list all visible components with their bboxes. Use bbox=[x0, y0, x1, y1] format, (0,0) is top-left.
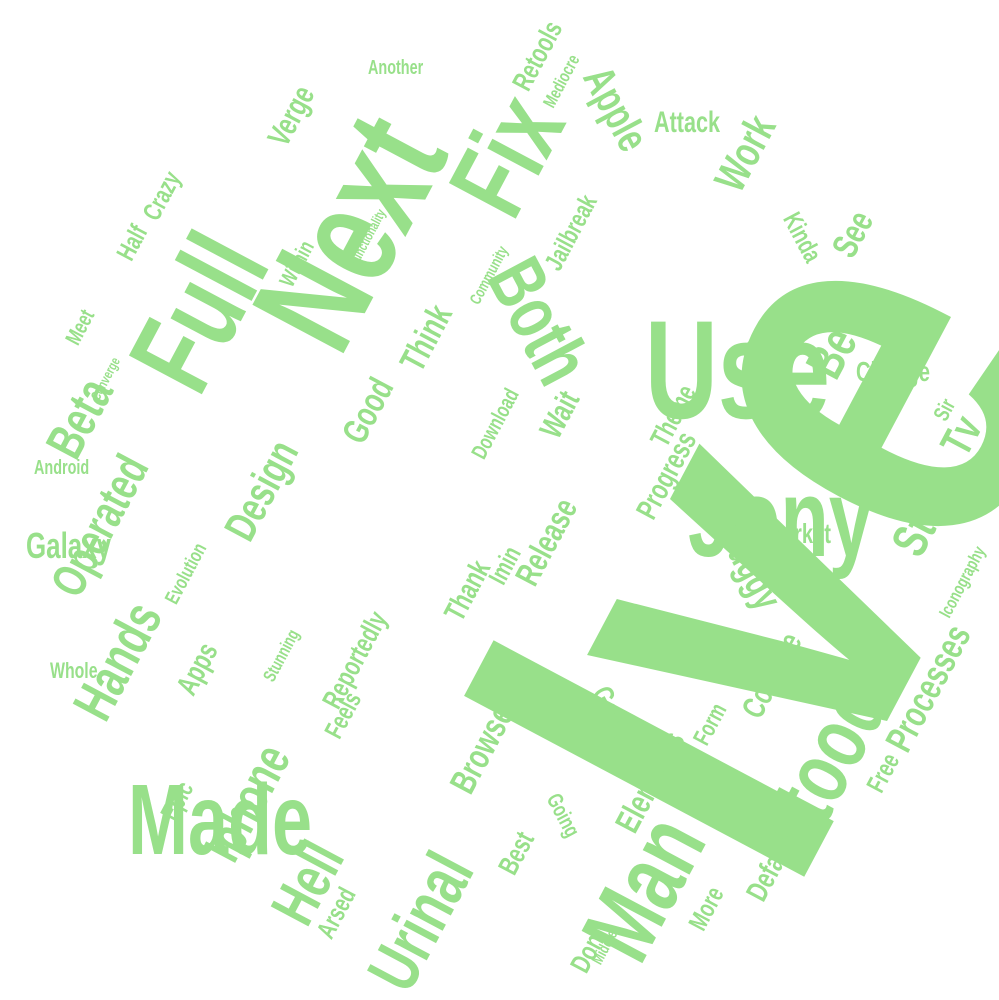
word-going: Going bbox=[541, 789, 586, 842]
word-evolution: Evolution bbox=[161, 539, 212, 608]
word-market: Market bbox=[766, 518, 831, 549]
word-attack: Attack bbox=[654, 106, 721, 139]
word-inspired: Inspired bbox=[766, 817, 823, 839]
word-jony: Jony bbox=[688, 457, 873, 580]
word-good: Good bbox=[333, 370, 402, 450]
word-android: Android bbox=[34, 457, 90, 479]
word-apps: Apps bbox=[170, 637, 225, 701]
word-change: Change bbox=[856, 356, 930, 387]
word-design: Design bbox=[215, 432, 309, 549]
word-made: Made bbox=[128, 764, 313, 876]
word-think: Think bbox=[391, 297, 461, 378]
word-stunning: Stunning bbox=[259, 625, 304, 685]
word-best: Best bbox=[492, 826, 541, 880]
word-apple: Apple bbox=[573, 58, 658, 160]
word-urinal: Urinal bbox=[352, 840, 489, 1000]
word-meet: Meet bbox=[60, 305, 100, 349]
word-galaxy: Galaxy bbox=[26, 525, 112, 566]
word-whole: Whole bbox=[50, 658, 98, 683]
word-use: Use bbox=[645, 291, 830, 448]
word-pass: Pass bbox=[858, 306, 896, 331]
word-half: Half bbox=[110, 219, 154, 266]
word-another: Another bbox=[368, 57, 424, 79]
